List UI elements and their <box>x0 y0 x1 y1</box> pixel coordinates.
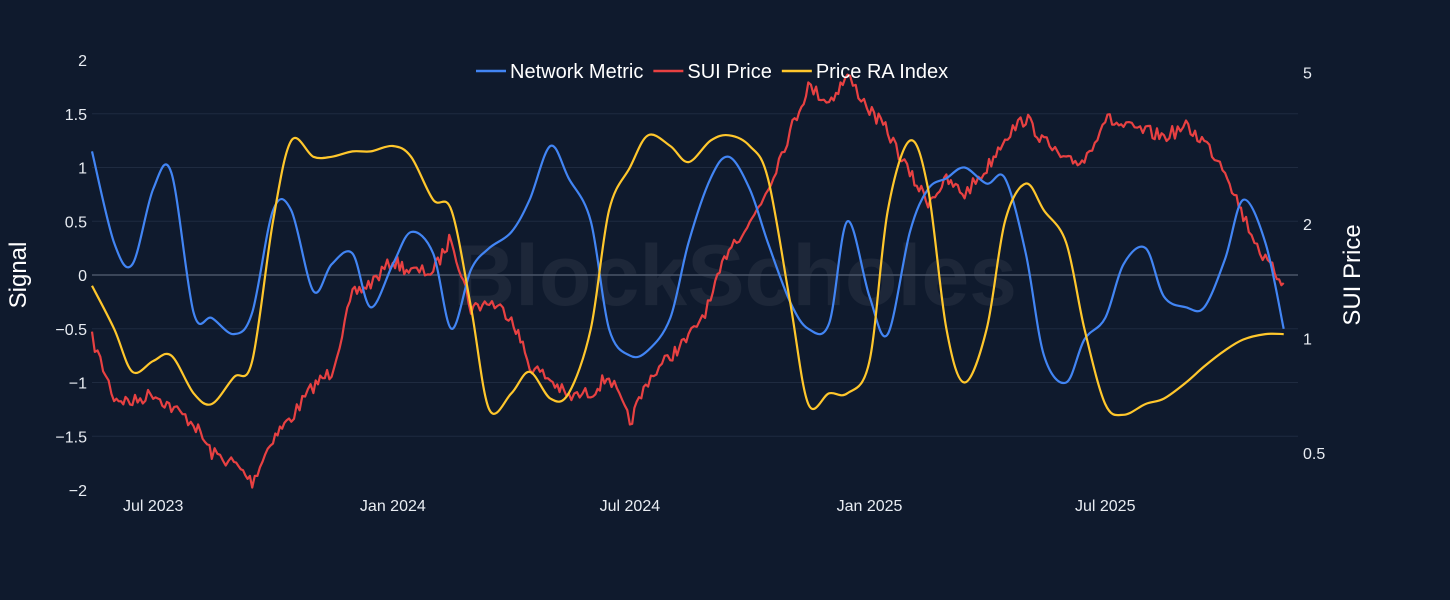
y-left-tick-label: 1.5 <box>65 107 87 124</box>
y-left-tick-label: −1 <box>69 376 87 393</box>
x-tick-label: Jul 2023 <box>123 498 184 515</box>
x-tick-label: Jul 2025 <box>1075 498 1136 515</box>
x-tick-label: Jan 2025 <box>837 498 903 515</box>
legend-item-network-metric[interactable]: Network Metric <box>476 61 643 83</box>
y-left-tick-labels: 2 1.5 1 0.5 0 −0.5 −1 −1.5 −2 <box>55 53 87 500</box>
legend-item-sui-price[interactable]: SUI Price <box>653 61 772 83</box>
x-tick-labels: Jul 2023 Jan 2024 Jul 2024 Jan 2025 Jul 2025 <box>123 498 1136 515</box>
legend-label: Price RA Index <box>816 61 948 83</box>
series-line-network-metric <box>90 144 1285 385</box>
y-left-tick-label: −1.5 <box>55 429 87 446</box>
legend: Network Metric SUI Price Price RA Index <box>476 61 948 83</box>
series-line-price-ra-index <box>91 133 1284 417</box>
watermark: BlockScholes <box>453 228 1017 324</box>
y-left-tick-label: 0 <box>78 268 87 285</box>
y-right-axis-title: SUI Price <box>1339 224 1366 325</box>
legend-label: Network Metric <box>510 61 643 83</box>
y-right-tick-label: 0.5 <box>1303 446 1325 463</box>
y-left-tick-label: −2 <box>69 483 87 500</box>
x-tick-label: Jan 2024 <box>360 498 426 515</box>
x-tick-label: Jul 2024 <box>600 498 661 515</box>
y-right-tick-label: 2 <box>1303 217 1312 234</box>
y-left-tick-label: 2 <box>78 53 87 70</box>
legend-item-price-ra-index[interactable]: Price RA Index <box>781 61 948 83</box>
plot-area <box>90 73 1285 489</box>
y-left-tick-label: 1 <box>78 161 87 178</box>
y-left-tick-label: −0.5 <box>55 322 87 339</box>
y-right-tick-label: 1 <box>1303 332 1312 349</box>
y-left-tick-label: 0.5 <box>65 214 87 231</box>
y-right-tick-label: 5 <box>1303 66 1312 83</box>
y-left-axis-title: Signal <box>5 242 32 309</box>
series-line-sui-price <box>90 73 1285 489</box>
legend-label: SUI Price <box>687 61 771 83</box>
y-right-tick-labels: 5 2 1 0.5 <box>1303 66 1325 463</box>
